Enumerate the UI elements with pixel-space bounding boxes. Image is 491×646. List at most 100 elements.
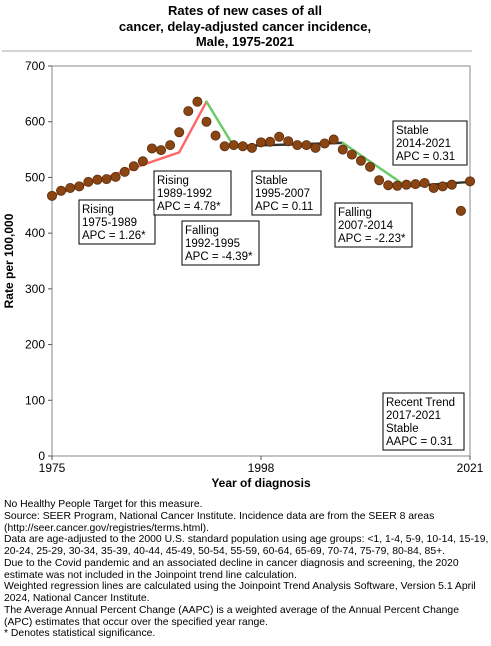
footnote-line: Data are age-adjusted to the 2000 U.S. s… [4,534,489,557]
chart-title-line: cancer, delay-adjusted cancer incidence, [119,19,371,34]
data-point [319,138,330,149]
y-tick-label: 0 [38,449,45,463]
trend-line-segment [205,100,235,148]
chart-title-line: Male, 1975-2021 [196,34,294,49]
annotation-text: Rising [82,204,114,216]
data-point [365,161,376,172]
annotation-text: 1975-1989 [82,217,137,229]
trend-annotation-box [153,170,232,216]
y-tick-label: 500 [25,170,45,184]
footnote-line: No Healthy People Target for this measur… [4,499,203,510]
data-point [374,175,385,186]
data-point [56,185,67,196]
trend-annotation-box [78,199,156,245]
recent-trend-box [382,392,465,451]
y-tick-label: 700 [25,59,45,73]
annotation-text: AAPC = 0.31 [386,436,453,448]
annotation-text: APC = 4.78* [157,201,221,213]
data-point [137,156,148,167]
x-tick-label: 1998 [248,461,275,475]
chart-title: Rates of new cases of all cancer, delay-… [119,3,371,49]
x-axis-ticks: 1975 1998 2021 [39,456,484,475]
y-tick-label: 200 [25,338,45,352]
y-tick-label: 100 [25,393,45,407]
footnote-line: Weighted regression lines are calculated… [4,581,476,604]
trend-annotation-box [181,220,260,266]
data-point [65,183,76,194]
footnotes: No Healthy People Target for this measur… [4,499,490,640]
data-point [419,177,430,188]
data-point [246,142,257,153]
annotation-text: Falling [185,225,219,237]
chart-title-line: Rates of new cases of all [168,3,322,18]
annotation-text: Rising [157,175,189,187]
trend-annotation-box [251,170,322,216]
data-point [237,141,248,152]
data-point [292,140,303,151]
trend-line-segment [178,100,208,154]
data-point [101,174,112,185]
data-point [337,144,348,155]
annotation-text: 1995-2007 [255,188,310,200]
annotation-text: APC = 0.11 [255,201,313,213]
x-tick-label: 2021 [457,461,484,475]
data-point [437,181,448,192]
data-point [464,176,475,187]
annotation-text: APC = 0.31 [396,151,455,163]
y-tick-label: 600 [25,115,45,129]
annotation-text: Recent Trend [386,397,455,409]
annotation-text: APC = -2.23* [338,233,406,245]
x-tick-label: 1975 [39,461,66,475]
data-point [383,180,394,191]
footnote-line: The Average Annual Percent Change (AAPC)… [4,604,459,628]
data-point [192,96,203,107]
x-axis-title: Year of diagnosis [211,476,311,490]
trend-annotation-box [334,202,413,248]
annotation-text: APC = 1.26* [82,230,146,242]
data-point [310,142,321,153]
data-point [228,140,239,151]
data-point [446,179,457,190]
data-point [210,130,221,141]
data-point [128,161,139,172]
annotation-text: 1989-1992 [157,188,212,200]
data-point [110,171,121,182]
data-point [146,143,157,154]
data-point [165,140,176,151]
data-point [392,180,403,191]
data-point [174,127,185,138]
footnote-line: Due to the Covid pandemic and an associa… [4,557,459,581]
annotation-text: Falling [338,207,372,219]
data-point [83,176,94,187]
data-point [301,140,312,151]
annotation-text: Stable [386,423,419,435]
y-axis-title: Rate per 100,000 [2,213,16,308]
data-point [355,155,366,166]
annotation-text: 2017-2021 [386,410,441,422]
data-point [92,174,103,185]
data-point [283,136,294,147]
data-point [428,183,439,194]
annotation-text: Stable [396,125,429,137]
data-points [47,96,475,216]
data-point [410,179,421,190]
data-point [219,141,230,152]
annotation-text: 2007-2014 [338,220,394,232]
y-tick-label: 400 [25,226,45,240]
chart: Rates of new cases of all cancer, delay-… [2,3,484,490]
data-point [74,181,85,192]
data-point [255,137,266,148]
annotation-text: Stable [255,175,288,187]
annotation-text: 1992-1995 [185,238,240,250]
data-point [183,106,194,117]
data-point [47,190,58,201]
annotation-text: 2014-2021 [396,138,451,150]
data-point [455,205,466,216]
data-point [156,145,167,156]
annotation-text: APC = -4.39* [185,251,253,263]
data-point [265,136,276,147]
y-axis-ticks: 0 100 200 300 400 500 600 700 [25,59,52,463]
data-point [328,134,339,145]
trend-annotation-box [392,120,468,166]
